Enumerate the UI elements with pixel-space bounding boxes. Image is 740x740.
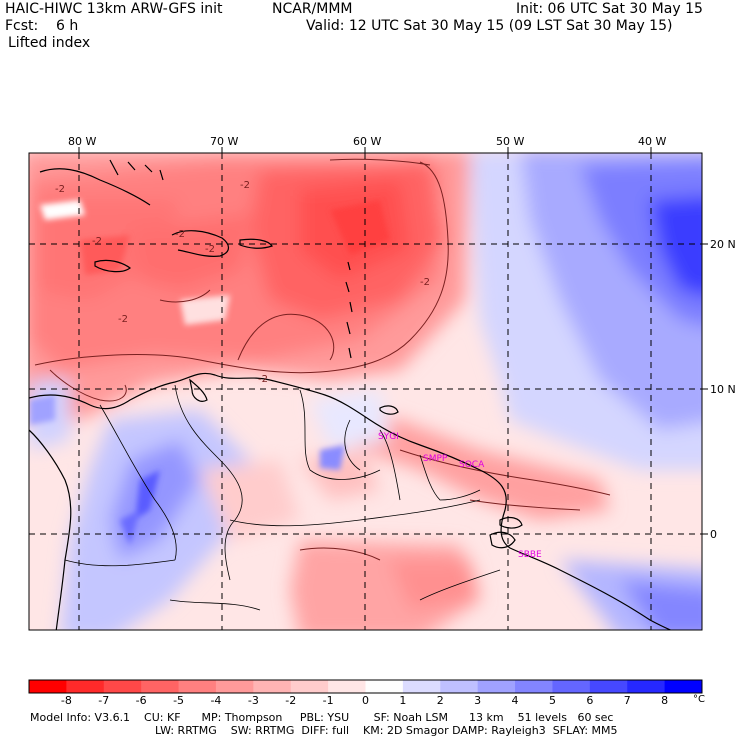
colorbar-tick-label: 7 — [623, 694, 631, 707]
colorbar-swatch — [290, 680, 329, 693]
lon-label-60w: 60 W — [353, 135, 381, 148]
station-label-sbbe: SBBE — [518, 550, 542, 560]
colorbar-swatch — [178, 680, 217, 693]
colorbar-swatch — [141, 680, 180, 693]
station-label-soca: SOCA — [459, 460, 485, 470]
colorbar-tick-label: 5 — [548, 694, 556, 707]
colorbar-swatch — [402, 680, 441, 693]
contour-label: -2 — [118, 314, 128, 325]
station-label-group: SYGI SMPP SOCA SBBE — [378, 432, 542, 560]
contour-label: -2 — [240, 180, 250, 191]
contour-label-group: -2 -2 -2 -2 -2 -2 -2 -2 — [55, 180, 430, 385]
colorbar-tick-label: 4 — [511, 694, 519, 707]
colorbar-tick-label: -1 — [322, 694, 334, 707]
contour-label: -2 — [55, 184, 65, 195]
init-time: Init: 06 UTC Sat 30 May 15 — [516, 1, 703, 17]
colorbar-tick-label: 6 — [586, 694, 594, 707]
colorbar-swatch — [589, 680, 628, 693]
contour-label: -2 — [420, 277, 430, 288]
colorbar-tick-label: 2 — [436, 694, 444, 707]
station-label-sygi: SYGI — [378, 432, 399, 442]
lat-lon-grid — [29, 153, 702, 630]
colorbar-swatch — [29, 680, 67, 693]
colorbar-tick-label: 0 — [362, 694, 369, 707]
coastlines — [29, 159, 673, 630]
model-info-line-1: Model Info: V3.6.1 CU: KF MP: Thompson P… — [30, 711, 614, 724]
station-label-smpp: SMPP — [423, 454, 448, 464]
model-title: HAIC-HIWC 13km ARW-GFS init — [5, 1, 223, 17]
colorbar-tick-label: -7 — [98, 694, 110, 707]
contour-label: -2 — [258, 374, 268, 385]
colorbar-tick-label: -5 — [173, 694, 185, 707]
forecast-hour: Fcst: 6 h — [5, 18, 79, 34]
colorbar — [28, 679, 703, 694]
colorbar-tick-label: -3 — [247, 694, 259, 707]
colorbar-frame — [28, 679, 703, 694]
colorbar-tick-label: -8 — [60, 694, 72, 707]
colorbar-tick-label: 1 — [399, 694, 407, 707]
colorbar-swatch — [328, 680, 366, 693]
lon-label-40w: 40 W — [638, 135, 666, 148]
colorbar-tick-label: 3 — [474, 694, 482, 707]
colorbar-swatch — [66, 680, 105, 693]
lifted-index-field: -2 -2 -2 -2 -2 -2 -2 -2 SYGI SMPP SOCA S… — [29, 153, 702, 630]
colorbar-unit: °C — [693, 694, 705, 705]
valid-time: Valid: 12 UTC Sat 30 May 15 (09 LST Sat … — [306, 18, 673, 34]
contour-label: -2 — [175, 229, 185, 240]
colorbar-swatch — [103, 680, 142, 693]
lat-label-0: 0 — [710, 528, 717, 541]
lat-label-20n: 20 N — [710, 238, 736, 251]
contour-label: -2 — [205, 244, 215, 255]
colorbar-tick-label: 8 — [661, 694, 669, 707]
organization-label: NCAR/MMM — [272, 1, 353, 17]
colorbar-swatch — [477, 680, 516, 693]
colorbar-tick-label: -6 — [135, 694, 147, 707]
tick-marks — [78, 147, 708, 535]
contour-lines — [34, 158, 611, 561]
colorbar-swatch — [365, 680, 404, 693]
colorbar-tick-label: -4 — [210, 694, 222, 707]
colorbar-swatch — [627, 680, 666, 693]
lat-label-10n: 10 N — [710, 383, 736, 396]
colorbar-swatch — [440, 680, 479, 693]
field-name: Lifted index — [8, 35, 91, 51]
colorbar-swatch — [515, 680, 553, 693]
colorbar-tick-label: -2 — [285, 694, 297, 707]
colorbar-swatch — [253, 680, 292, 693]
colorbar-swatch — [215, 680, 254, 693]
model-info-line-2: LW: RRTMG SW: RRTMG DIFF: full KM: 2D Sm… — [155, 724, 618, 737]
lon-label-80w: 80 W — [68, 135, 96, 148]
contour-label: -2 — [92, 236, 102, 247]
country-borders — [64, 384, 501, 611]
lon-label-50w: 50 W — [496, 135, 524, 148]
colorbar-swatch — [664, 680, 703, 693]
colorbar-swatch — [552, 680, 591, 693]
lon-label-70w: 70 W — [210, 135, 238, 148]
